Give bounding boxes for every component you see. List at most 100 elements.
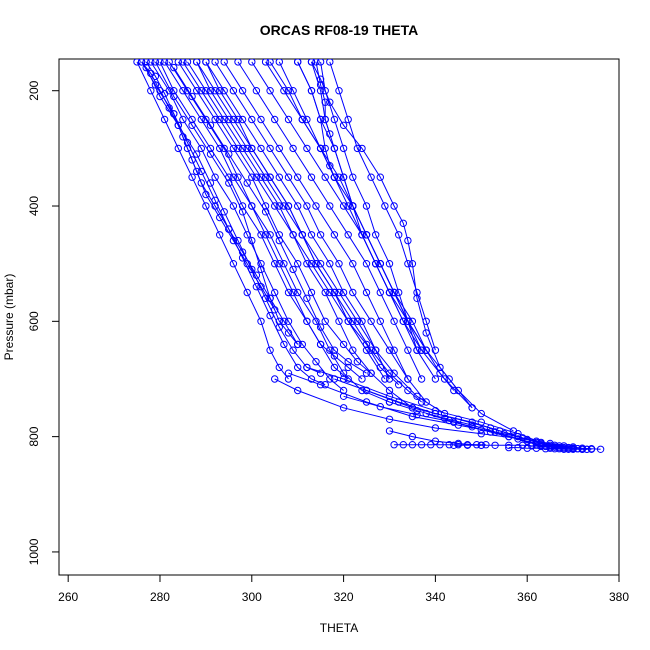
data-point	[174, 144, 183, 153]
data-point	[349, 173, 357, 181]
data-point	[390, 288, 398, 297]
data-point	[349, 202, 357, 210]
data-point	[234, 59, 242, 66]
data-point	[298, 340, 306, 349]
data-point	[399, 219, 407, 228]
data-point	[216, 144, 224, 153]
data-point	[353, 144, 362, 153]
data-point	[335, 260, 343, 268]
data-point	[436, 441, 444, 449]
data-point	[326, 375, 334, 383]
data-point	[321, 317, 329, 325]
series-line	[173, 67, 367, 374]
data-point	[193, 150, 201, 158]
data-point	[413, 411, 421, 419]
data-point	[275, 59, 283, 66]
data-point	[284, 369, 293, 377]
data-series	[326, 59, 440, 354]
data-series	[248, 59, 440, 383]
data-point	[330, 288, 339, 297]
data-point	[307, 59, 316, 66]
data-point	[477, 430, 485, 438]
data-point	[330, 115, 339, 124]
data-point	[307, 173, 316, 181]
data-point	[413, 407, 421, 415]
data-point	[372, 260, 380, 268]
data-point	[422, 398, 430, 406]
data-point	[271, 288, 279, 297]
data-point	[445, 416, 453, 425]
data-point	[229, 260, 238, 268]
series-line	[205, 61, 422, 403]
data-point	[156, 59, 164, 66]
data-point	[431, 375, 440, 383]
data-point	[225, 225, 233, 233]
data-point	[417, 375, 426, 383]
data-point	[551, 445, 559, 453]
series-line	[329, 61, 436, 351]
data-point	[234, 115, 242, 124]
data-point	[404, 375, 412, 383]
data-point	[372, 346, 380, 354]
data-point	[408, 432, 417, 441]
data-point	[454, 441, 462, 449]
data-point	[202, 87, 210, 95]
data-point	[514, 435, 522, 443]
series-line	[196, 61, 390, 380]
data-point	[473, 441, 481, 449]
data-point	[358, 375, 366, 383]
data-point	[321, 144, 329, 153]
data-point	[188, 92, 196, 101]
data-point	[266, 231, 274, 239]
series-line	[136, 61, 289, 380]
data-point	[234, 144, 242, 153]
data-point	[275, 323, 283, 331]
data-point	[316, 75, 325, 83]
data-point	[321, 288, 329, 297]
data-point	[486, 424, 495, 432]
data-point	[170, 63, 178, 72]
data-point	[326, 288, 334, 297]
data-point	[188, 121, 196, 130]
data-point	[349, 346, 357, 354]
data-point	[514, 432, 522, 441]
data-point	[225, 150, 233, 158]
data-point	[505, 441, 513, 449]
data-point	[376, 288, 384, 297]
data-point	[468, 423, 476, 431]
data-point	[298, 231, 306, 239]
data-point	[358, 231, 366, 239]
data-point	[385, 260, 394, 268]
data-point	[248, 59, 256, 66]
y-tick-label: 600	[27, 311, 41, 331]
data-point	[243, 144, 251, 153]
data-point	[344, 115, 352, 124]
data-point	[248, 144, 256, 153]
data-point	[477, 441, 485, 449]
data-point	[193, 87, 201, 95]
data-point	[294, 59, 302, 66]
data-point	[316, 144, 325, 153]
data-point	[537, 442, 545, 451]
data-point	[574, 445, 582, 453]
data-point	[202, 59, 210, 66]
data-point	[390, 202, 398, 210]
data-point	[344, 202, 352, 210]
data-point	[303, 260, 311, 268]
data-point	[376, 260, 384, 268]
data-point	[390, 441, 398, 449]
data-point	[229, 115, 238, 124]
data-point	[284, 317, 293, 325]
data-point	[316, 87, 325, 95]
data-point	[367, 173, 375, 181]
data-point	[596, 445, 605, 453]
data-point	[280, 340, 288, 349]
data-point	[275, 144, 283, 153]
data-point	[413, 346, 421, 354]
data-point	[431, 346, 440, 354]
data-point	[326, 162, 334, 170]
data-point	[417, 346, 426, 354]
data-point	[339, 144, 348, 153]
series-line	[177, 61, 372, 374]
data-point	[413, 392, 421, 400]
